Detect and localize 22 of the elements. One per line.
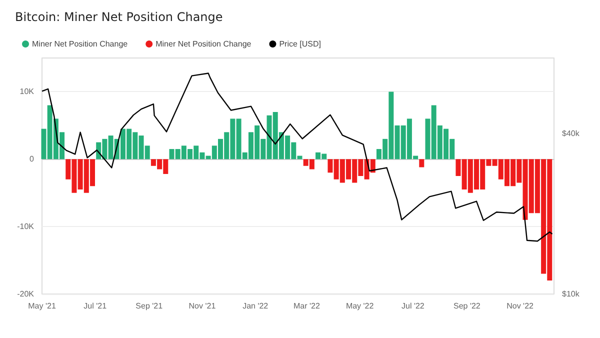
legend-label: Miner Net Position Change <box>156 40 252 48</box>
legend-label: Price [USD] <box>279 40 322 48</box>
x-tick-label: Jan '22 <box>242 302 269 310</box>
y2-tick-label: $40k <box>562 129 580 138</box>
x-tick-label: Nov '21 <box>188 302 216 310</box>
y-tick-label: -10K <box>17 222 35 232</box>
x-tick-label: Nov '22 <box>506 302 534 310</box>
y-tick-label: 10K <box>20 87 35 96</box>
line-series <box>41 72 553 242</box>
chart-title: Bitcoin: Miner Net Position Change <box>15 10 223 24</box>
y-tick-label: -20K <box>17 290 35 298</box>
x-tick-label: Sep '22 <box>453 302 481 310</box>
bar <box>419 159 424 168</box>
legend-label: Miner Net Position Change <box>32 40 128 48</box>
x-tick-label: May '22 <box>346 302 374 310</box>
x-tick-label: May '21 <box>28 302 56 310</box>
x-tick-label: Jul '21 <box>84 302 108 310</box>
x-tick-label: Jul '22 <box>402 302 425 310</box>
x-tick-label: Mar '22 <box>293 302 320 310</box>
x-tick-label: Sep '21 <box>136 302 164 310</box>
y-tick-label: 0 <box>30 154 35 164</box>
y2-tick-label: $10k <box>562 290 580 298</box>
